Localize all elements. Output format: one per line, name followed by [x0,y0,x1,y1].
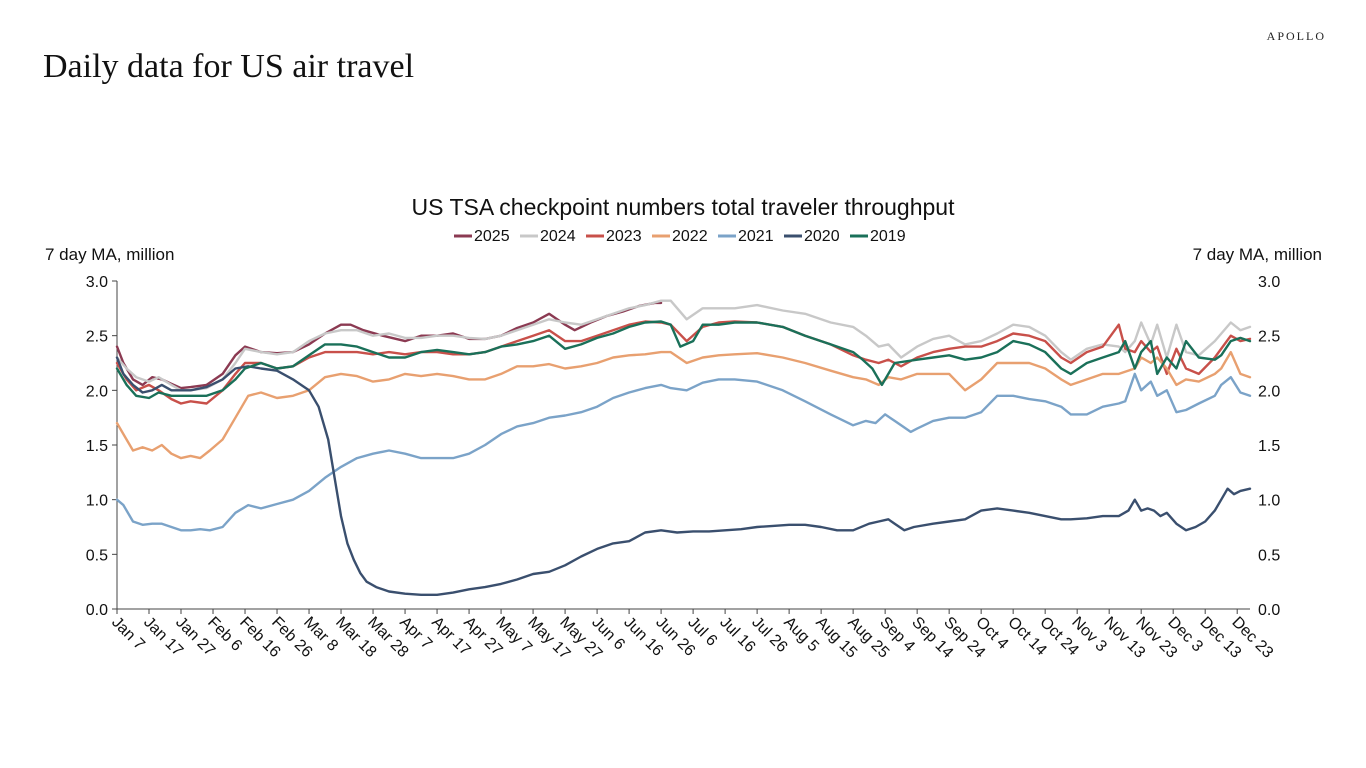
y-axis-right-label: 7 day MA, million [1193,245,1322,264]
series-line-2023 [115,320,1252,405]
legend-label-2025: 2025 [474,228,510,245]
page-title: Daily data for US air travel [43,48,415,85]
series-line-2024 [115,299,1252,392]
chart-title: US TSA checkpoint numbers total traveler… [412,194,956,220]
y-tick-label-left: 1.5 [86,438,108,455]
y-tick-label-left: 3.0 [86,274,108,291]
y-tick-label-left: 2.0 [86,383,108,400]
brand-logo: APOLLO [1266,29,1326,43]
axes: 0.0 0.0 0.5 0.5 1.0 1.0 1.5 1.5 2.0 2.0 2.5 2.5 3.0 3… [86,274,1281,663]
x-tick-label: Aug 5 [780,614,822,656]
legend-label-2019: 2019 [870,228,906,245]
legend-label-2021: 2021 [738,228,774,245]
y-tick-label-right: 1.5 [1258,438,1280,455]
series-line-2020 [115,356,1252,596]
legend-label-2024: 2024 [540,228,576,245]
legend-label-2022: 2022 [672,228,708,245]
y-tick-label-left: 0.0 [86,602,108,619]
series-lines [115,299,1252,596]
x-tick-label: Jul 26 [748,614,790,656]
legend-label-2020: 2020 [804,228,840,245]
series-line-2021 [115,372,1252,532]
y-tick-label-right: 0.0 [1258,602,1280,619]
series-line-2022 [115,350,1252,460]
y-tick-label-right: 2.0 [1258,383,1280,400]
y-tick-label-right: 2.5 [1258,329,1280,346]
x-tick-label: Jan 7 [108,614,148,654]
y-tick-label-left: 2.5 [86,329,108,346]
legend: 2025 2024 2023 2022 2021 2020 2019 [454,228,906,245]
x-tick-label: Jul 16 [716,614,758,656]
y-tick-label-right: 3.0 [1258,274,1280,291]
y-tick-label-right: 1.0 [1258,493,1280,510]
y-tick-label-left: 1.0 [86,493,108,510]
y-axis-left-label: 7 day MA, million [45,245,174,264]
y-tick-label-right: 0.5 [1258,547,1280,564]
legend-label-2023: 2023 [606,228,642,245]
y-tick-label-left: 0.5 [86,547,108,564]
series-line-2025 [115,301,663,390]
series-line-2019 [115,320,1252,400]
